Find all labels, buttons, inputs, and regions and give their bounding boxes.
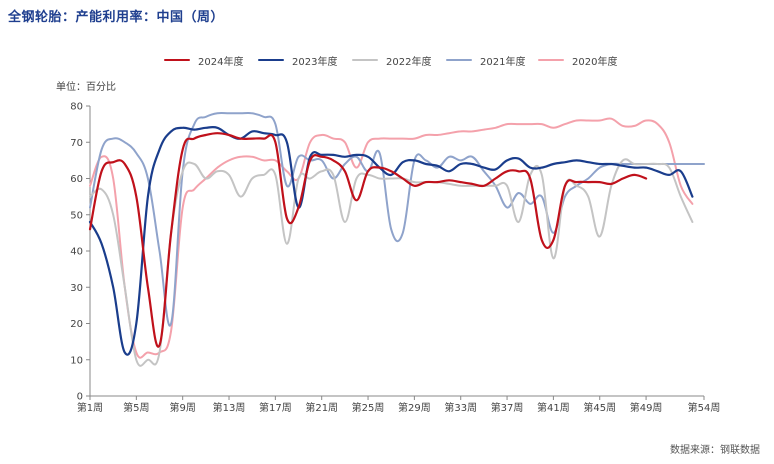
legend-label: 2020年度 [572, 56, 618, 68]
series-line-2024年度 [88, 132, 648, 348]
x-tick-label: 第45周 [583, 401, 616, 414]
legend-item: 2024年度 [164, 50, 243, 70]
y-tick-label: 70 [70, 138, 83, 149]
unit-label: 单位：百分比 [56, 82, 116, 93]
y-tick-label: 60 [70, 174, 83, 185]
legend-label: 2021年度 [480, 56, 526, 68]
legend-swatch [538, 58, 564, 62]
x-tick-label: 第49周 [630, 401, 663, 414]
x-tick-label: 第54周 [688, 401, 721, 414]
legend-item: 2023年度 [258, 50, 337, 70]
x-tick-label: 第5周 [123, 401, 149, 414]
y-tick-label: 30 [70, 283, 83, 294]
legend-swatch [352, 58, 378, 62]
legend-item: 2022年度 [352, 50, 431, 70]
source-note: 数据来源：钢联数据 [670, 445, 760, 456]
chart-title: 全钢轮胎：产能利用率：中国（周） [8, 10, 225, 25]
y-tick-label: 0 [77, 392, 83, 403]
y-tick-label: 80 [70, 102, 83, 113]
legend-item: 2021年度 [446, 50, 525, 70]
legend-swatch [446, 58, 472, 62]
y-tick-label: 10 [70, 355, 83, 366]
legend-item: 2020年度 [538, 50, 617, 70]
legend-label: 2024年度 [198, 56, 244, 68]
legend-label: 2023年度 [292, 56, 338, 68]
x-tick-label: 第17周 [259, 401, 292, 414]
x-tick-label: 第13周 [213, 401, 246, 414]
x-tick-label: 第21周 [305, 401, 338, 414]
series-line-2023年度 [88, 125, 694, 356]
x-tick-label: 第33周 [444, 401, 477, 414]
x-tick-label: 第29周 [398, 401, 431, 414]
legend-swatch [258, 58, 284, 62]
chart-legend: 2024年度 2023年度 2022年度 2021年度 2020年度 [0, 50, 774, 70]
series-line-2020年度 [89, 117, 694, 359]
legend-swatch [164, 58, 190, 62]
series-line-2022年度 [89, 158, 694, 367]
x-tick-label: 第37周 [491, 401, 524, 414]
x-tick-label: 第25周 [352, 401, 385, 414]
y-tick-label: 20 [70, 319, 83, 330]
x-tick-label: 第1周 [77, 401, 103, 414]
x-tick-label: 第41周 [537, 401, 570, 414]
y-tick-label: 50 [70, 210, 83, 221]
legend-label: 2022年度 [386, 56, 432, 68]
x-tick-label: 第9周 [169, 401, 195, 414]
y-tick-label: 40 [70, 247, 83, 258]
